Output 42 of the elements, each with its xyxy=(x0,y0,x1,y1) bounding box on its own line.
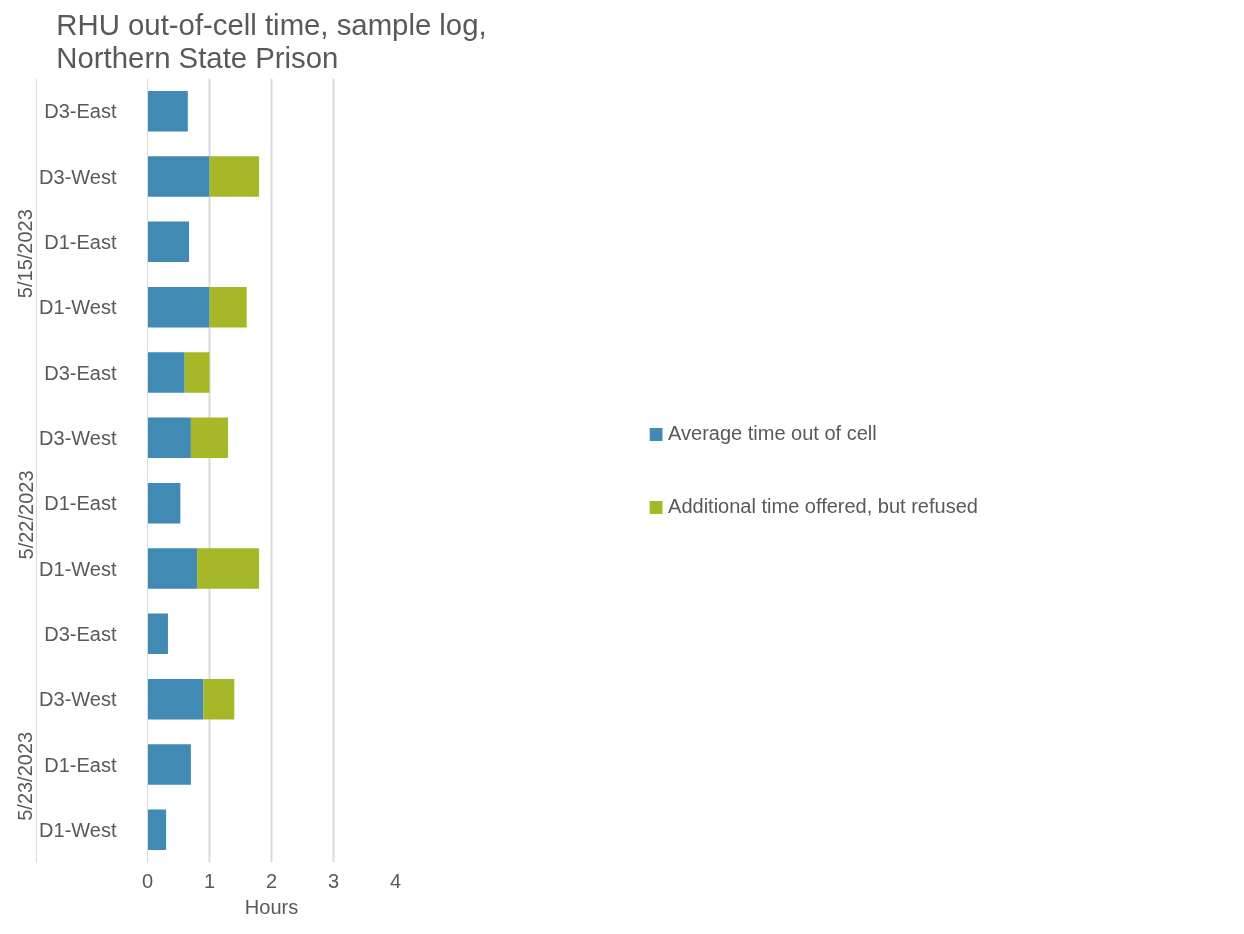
bar xyxy=(147,156,210,197)
bar xyxy=(147,548,198,589)
y-tick-label: D3-East xyxy=(44,361,117,384)
bar xyxy=(147,809,167,851)
y-tick-label: D3-West xyxy=(39,165,117,188)
bar xyxy=(197,548,260,589)
text: 5/22/2023 xyxy=(14,470,37,560)
x-tick-label: 3 xyxy=(327,869,340,892)
y-tick-label: D3-East xyxy=(44,100,117,123)
bar xyxy=(147,417,191,459)
chart-title: RHU out-of-cell time, sample log, Northern State Prison xyxy=(56,7,487,74)
bar xyxy=(147,744,191,785)
y-tick-label: D3-West xyxy=(39,426,117,449)
bar xyxy=(147,678,204,720)
y-tick-label: D1-East xyxy=(44,230,117,253)
bar xyxy=(147,352,185,393)
bar xyxy=(209,156,260,197)
bar xyxy=(209,286,247,328)
x-tick-label: 0 xyxy=(141,869,154,892)
bar xyxy=(184,352,210,393)
bar xyxy=(147,90,188,132)
x-tick-label: 1 xyxy=(203,869,216,892)
x-axis-title: Hours xyxy=(244,895,299,918)
bar xyxy=(147,613,168,655)
y-tick-label: D1-West xyxy=(39,296,117,319)
text: 5/23/2023 xyxy=(14,731,37,821)
legend-label: Additional time offered, but refused xyxy=(668,495,978,518)
y-tick-label: D1-West xyxy=(39,557,117,580)
x-tick-label: 4 xyxy=(389,869,402,892)
bar xyxy=(147,286,210,328)
y-tick-label: D1-West xyxy=(39,818,117,841)
y-tick-label: D1-East xyxy=(44,753,117,776)
y-tick-label: D3-East xyxy=(44,622,117,645)
bar xyxy=(190,417,229,459)
bar xyxy=(147,482,181,524)
bar xyxy=(203,678,235,720)
y-tick-label: D3-West xyxy=(39,688,117,711)
y-tick-label: D1-East xyxy=(44,492,117,515)
bar xyxy=(147,221,190,263)
legend-label: Average time out of cell xyxy=(668,422,877,445)
x-tick-label: 2 xyxy=(265,869,278,892)
text: 5/15/2023 xyxy=(14,209,37,299)
